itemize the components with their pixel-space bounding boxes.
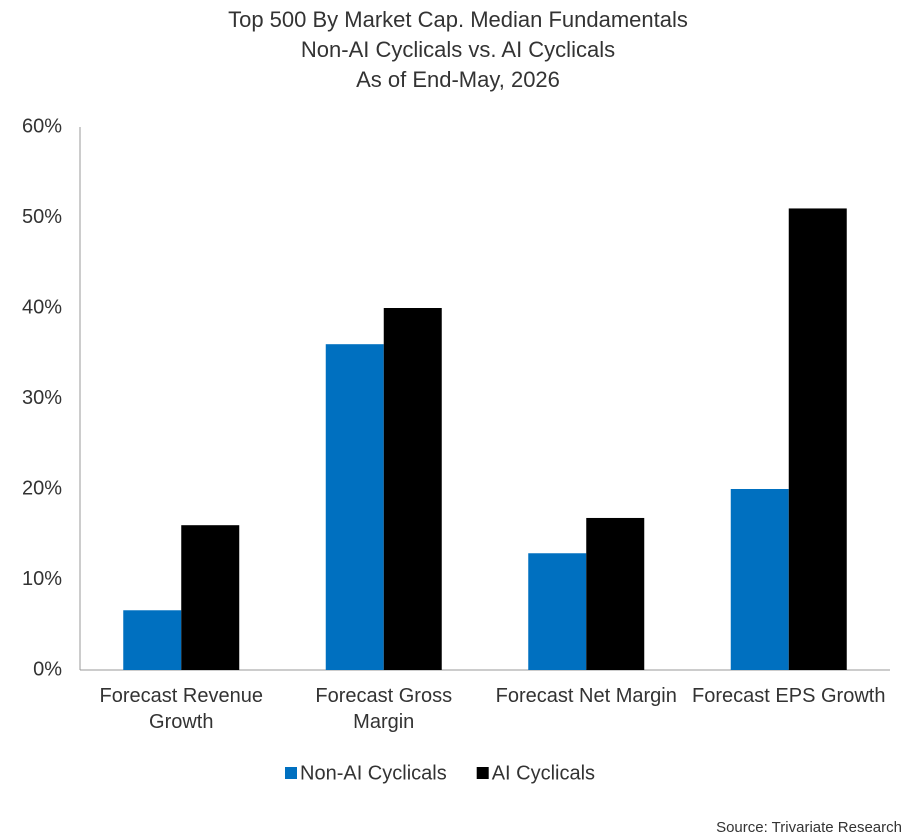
y-tick-label: 60% — [22, 115, 62, 137]
y-tick-label: 20% — [22, 477, 62, 499]
x-tick-label: Forecast Gross Margin — [315, 685, 453, 733]
legend-swatch — [476, 767, 489, 779]
bar — [383, 308, 442, 670]
chart-title: Top 500 By Market Cap. Median Fundamenta… — [228, 7, 688, 32]
legend-label: AI Cyclicals — [492, 762, 595, 784]
x-tick-label: Forecast Revenue Growth — [99, 685, 263, 733]
y-tick-label: 40% — [22, 296, 62, 318]
bar — [528, 553, 587, 670]
legend-label: Non-AI Cyclicals — [300, 762, 447, 784]
legend-swatch — [285, 767, 297, 779]
y-tick-label: 50% — [22, 206, 62, 228]
chart-title: Non-AI Cyclicals vs. AI Cyclicals — [301, 37, 615, 62]
x-tick-label: Forecast Net Margin — [495, 685, 677, 707]
bar — [181, 525, 240, 670]
chart-title: As of End-May, 2026 — [356, 67, 560, 92]
x-tick-label-box: Forecast Revenue Growth — [99, 685, 263, 733]
y-tick-label: 0% — [33, 658, 62, 680]
bar — [123, 610, 182, 670]
y-tick-label: 30% — [22, 387, 62, 409]
y-tick-label: 10% — [22, 568, 62, 590]
bar — [730, 489, 789, 670]
bar — [788, 208, 847, 670]
x-tick-label: Forecast EPS Growth — [692, 685, 886, 707]
bar — [325, 344, 384, 670]
x-tick-label-box: Forecast Gross Margin — [315, 685, 453, 733]
source: Source: Trivariate Research — [716, 819, 902, 836]
bar — [586, 517, 645, 670]
x-tick-label-box: Forecast EPS Growth — [692, 685, 886, 707]
x-tick-label-box: Forecast Net Margin — [495, 685, 677, 707]
